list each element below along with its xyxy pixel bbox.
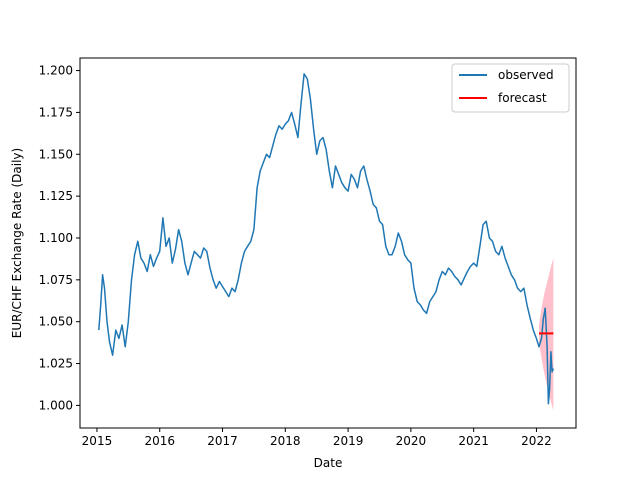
x-tick-label: 2021: [458, 434, 489, 448]
y-tick-label: 1.175: [39, 105, 73, 119]
y-tick-label: 1.100: [39, 231, 73, 245]
axes-frame: [79, 57, 577, 429]
x-tick-label: 2022: [521, 434, 552, 448]
y-tick-label: 1.200: [39, 64, 73, 78]
x-tick-label: 2016: [144, 434, 175, 448]
legend-forecast-label: forecast: [498, 91, 547, 105]
plot-area: [98, 73, 555, 411]
y-tick-label: 1.000: [39, 398, 73, 412]
x-axis: 2015 2016 2017 2018 2019 2020 2021 2022: [82, 428, 552, 448]
y-axis-label: EUR/CHF Exchange Rate (Daily): [10, 148, 24, 338]
legend: observed forecast: [451, 63, 570, 113]
y-tick-label: 1.075: [39, 273, 73, 287]
y-tick-label: 1.025: [39, 357, 73, 371]
y-axis: 1.000 1.025 1.050 1.075 1.100 1.125 1.150 1.175…: [39, 64, 80, 412]
observed-line: [98, 73, 555, 405]
x-tick-label: 2017: [207, 434, 238, 448]
y-tick-label: 1.150: [39, 147, 73, 161]
x-tick-label: 2018: [270, 434, 301, 448]
legend-observed-label: observed: [498, 68, 554, 82]
x-tick-label: 2019: [333, 434, 364, 448]
x-tick-label: 2015: [82, 434, 113, 448]
x-axis-label: Date: [314, 456, 343, 470]
x-tick-label: 2020: [396, 434, 427, 448]
y-tick-label: 1.125: [39, 189, 73, 203]
y-tick-label: 1.050: [39, 315, 73, 329]
